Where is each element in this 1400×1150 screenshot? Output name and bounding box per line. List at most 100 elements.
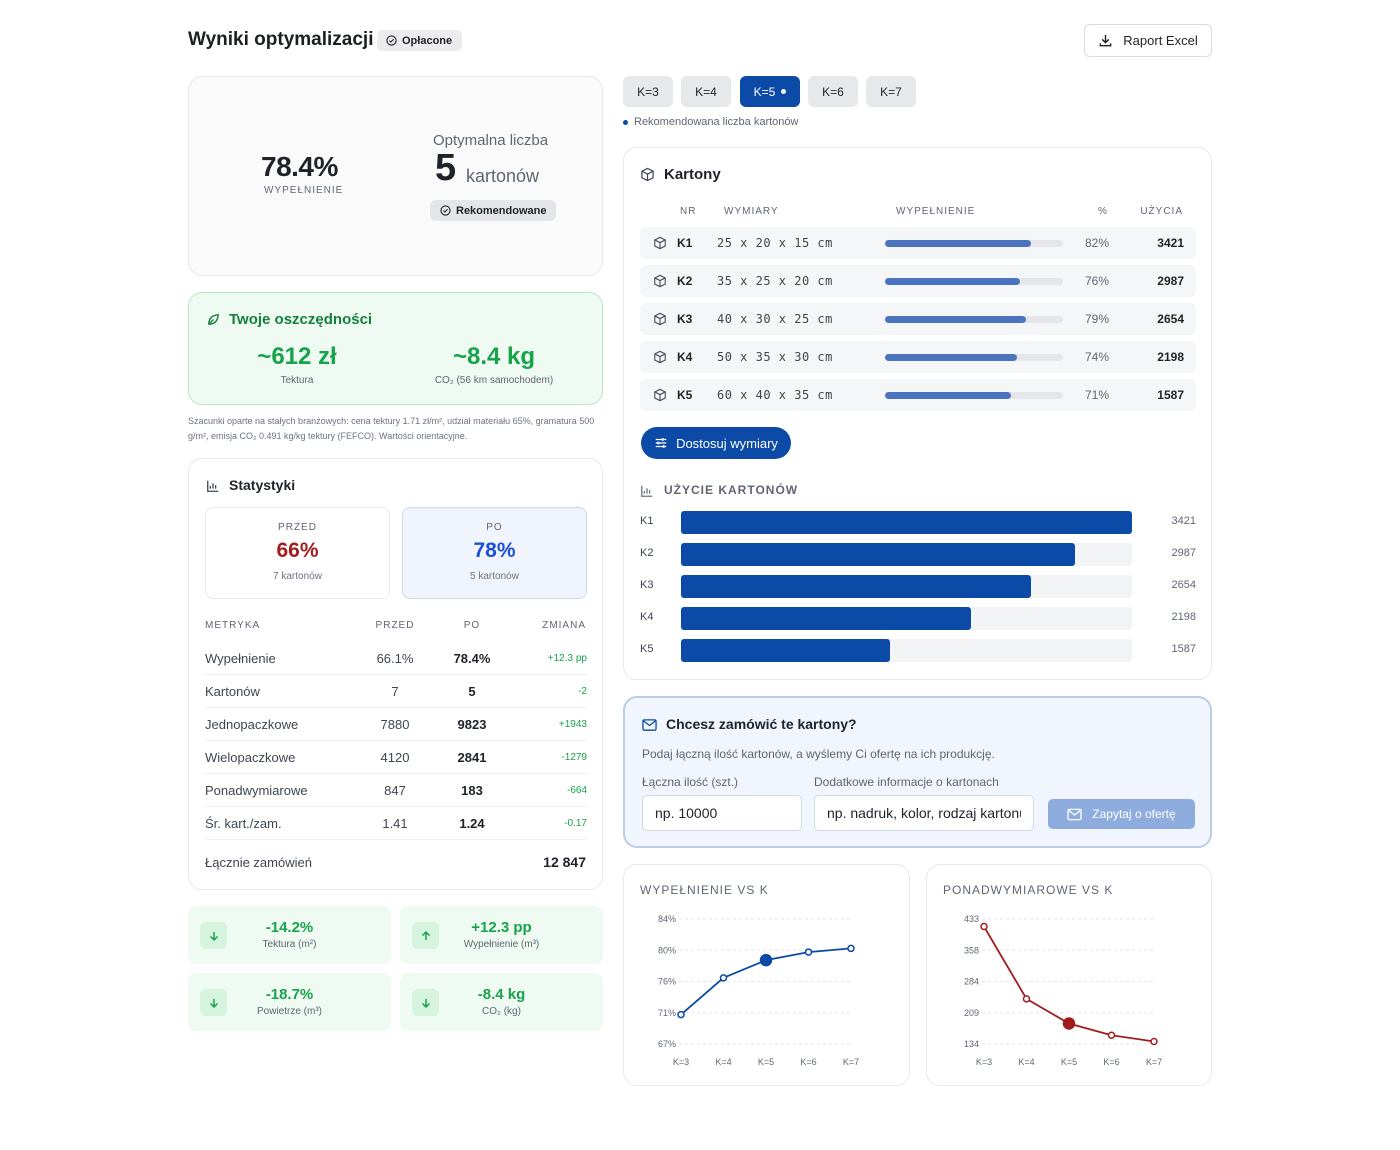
fill-label: WYPEŁNIENIE	[264, 185, 344, 196]
request-offer-button[interactable]: Zapytaj o ofertę	[1048, 799, 1195, 829]
col-pct: %	[1098, 206, 1108, 217]
dot-icon	[623, 119, 628, 125]
delta-value: -8.4 kg	[477, 986, 526, 1003]
col-uses: UŻYCIA	[1140, 206, 1183, 217]
usage-bar-row: K4 2198	[640, 607, 1196, 630]
tab-k-7[interactable]: K=7	[866, 76, 916, 107]
tab-label: K=3	[637, 84, 659, 99]
metric-after: 2841	[457, 750, 487, 765]
check-circle-icon	[440, 205, 451, 216]
col-fill: WYPEŁNIENIE	[896, 206, 976, 217]
savings-cardboard-value: ~612 zł	[257, 343, 337, 370]
metric-after: 9823	[457, 717, 487, 732]
tab-k-5[interactable]: K=5	[740, 76, 800, 107]
carton-pct: 71%	[1085, 388, 1110, 402]
usage-bar	[681, 543, 1075, 566]
col-before: PRZED	[375, 620, 415, 631]
info-input[interactable]	[814, 795, 1034, 831]
box-icon	[653, 312, 667, 331]
carton-uses: 2987	[1157, 274, 1184, 288]
fill-bar	[885, 354, 1017, 361]
metric-before: 4120	[380, 750, 410, 765]
leaf-icon	[208, 314, 219, 325]
tab-k-4[interactable]: K=4	[681, 76, 731, 107]
carton-pct: 74%	[1085, 350, 1110, 364]
usage-bar-track	[681, 511, 1132, 534]
usage-bar	[681, 511, 1132, 534]
data-point	[980, 922, 988, 931]
metric-before: 66.1%	[376, 651, 414, 666]
metric-name: Wielopaczkowe	[205, 750, 296, 765]
usage-bar-track	[681, 575, 1132, 598]
active-dot-icon	[781, 89, 787, 94]
col-dims: WYMIARY	[724, 206, 779, 217]
y-tick-label: 84%	[658, 914, 676, 924]
usage-bar-row: K2 2987	[640, 543, 1196, 566]
mail-icon	[642, 719, 657, 731]
table-row: Śr. kart./zam. 1.41 1.24 -0.17	[205, 807, 587, 840]
tab-label: K=7	[880, 84, 902, 99]
carton-nr: K5	[677, 388, 693, 402]
page-title: Wyniki optymalizacji	[188, 29, 374, 50]
usage-title: UŻYCIE KARTONÓW	[664, 483, 799, 497]
carton-nr: K3	[677, 312, 693, 326]
mail-icon	[1067, 808, 1082, 820]
table-row: Wielopaczkowe 4120 2841 -1279	[205, 741, 587, 774]
y-tick-label: 209	[964, 1008, 979, 1018]
savings-co2-value: ~8.4 kg	[452, 343, 536, 370]
arrow-up-icon	[412, 922, 439, 949]
excel-report-button[interactable]: Raport Excel	[1084, 24, 1212, 57]
carton-dims: 50 x 35 x 30 cm	[717, 350, 833, 364]
metric-name: Kartonów	[205, 684, 260, 699]
carton-pct: 76%	[1085, 274, 1110, 288]
metric-after: 5	[468, 684, 476, 699]
order-subtitle: Podaj łączną ilość kartonów, a wyślemy C…	[642, 747, 995, 761]
metric-change: -0.17	[564, 818, 587, 829]
after-label: PO	[486, 522, 503, 533]
metric-after: 183	[461, 783, 483, 798]
optimal-label: Optymalna liczba	[433, 132, 549, 149]
fill-bar	[885, 278, 1021, 285]
carton-dims: 60 x 40 x 35 cm	[717, 388, 833, 402]
metric-change: -1279	[561, 752, 587, 763]
fill-bar-track	[885, 278, 1063, 285]
tab-k-3[interactable]: K=3	[623, 76, 673, 107]
metric-before: 847	[384, 783, 406, 798]
tab-k-6[interactable]: K=6	[808, 76, 858, 107]
metric-change: -2	[578, 686, 587, 697]
metric-before: 7	[391, 684, 399, 699]
delta-label: Wypełnienie (m³)	[463, 939, 540, 950]
download-icon	[1099, 34, 1112, 47]
usage-bar-track	[681, 543, 1132, 566]
x-tick-label: K=7	[1146, 1057, 1162, 1067]
metric-change: -664	[566, 785, 587, 796]
y-tick-label: 71%	[658, 1008, 676, 1018]
x-tick-label: K=3	[976, 1057, 992, 1067]
carton-pct: 82%	[1085, 236, 1110, 250]
carton-uses: 3421	[1157, 236, 1184, 250]
x-tick-label: K=3	[673, 1057, 689, 1067]
adjust-dimensions-label: Dostosuj wymiary	[676, 435, 778, 451]
after-box: PO 78% 5 kartonów	[402, 507, 587, 599]
usage-bar-row: K5 1587	[640, 639, 1196, 662]
data-point	[1062, 1017, 1076, 1030]
stats-title: Statystyki	[229, 477, 296, 493]
data-point	[1150, 1037, 1158, 1046]
before-sub: 7 kartonów	[273, 571, 322, 582]
qty-label: Łączna ilość (szt.)	[642, 775, 739, 789]
usage-bar-label: K3	[640, 579, 654, 591]
adjust-dimensions-button[interactable]: Dostosuj wymiary	[641, 427, 791, 459]
usage-bar-value: 2987	[1171, 547, 1196, 559]
x-tick-label: K=4	[1018, 1057, 1034, 1067]
delta-card: -18.7% Powietrze (m³)	[188, 973, 391, 1031]
qty-input[interactable]	[642, 795, 802, 831]
bar-chart-icon	[207, 480, 219, 492]
usage-bar	[681, 607, 971, 630]
recommended-badge-label: Rekomendowane	[456, 204, 547, 217]
before-box: PRZED 66% 7 kartonów	[205, 507, 390, 599]
x-tick-label: K=7	[843, 1057, 859, 1067]
carton-nr: K1	[677, 236, 693, 250]
table-row: Ponadwymiarowe 847 183 -664	[205, 774, 587, 807]
col-nr: NR	[680, 206, 697, 217]
carton-dims: 35 x 25 x 20 cm	[717, 274, 833, 288]
